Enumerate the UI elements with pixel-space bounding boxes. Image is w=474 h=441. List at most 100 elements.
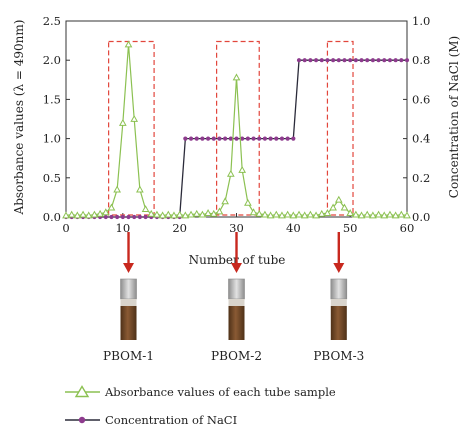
series-absorbance-point <box>329 203 337 211</box>
series-absorbance-point <box>346 209 355 216</box>
series-nacl-point <box>274 136 279 141</box>
series-nacl-point <box>245 136 250 141</box>
tube-neck <box>330 299 347 306</box>
series-absorbance-point <box>67 210 76 218</box>
series-absorbance-point <box>124 40 133 48</box>
y-left-tick-label: 0.5 <box>43 171 61 185</box>
series-nacl-point <box>376 58 381 63</box>
series-nacl-point <box>353 58 358 63</box>
sample-label: PBOM-1 <box>103 349 154 363</box>
series-absorbance-point <box>244 198 252 206</box>
series-nacl-point <box>109 214 114 220</box>
series-nacl-point <box>268 136 273 141</box>
series-nacl-point <box>291 136 296 141</box>
series-nacl-point <box>251 136 256 141</box>
series-nacl-point <box>279 136 285 141</box>
x-tick-label: 50 <box>343 221 358 235</box>
series-absorbance-point <box>386 210 394 218</box>
series-nacl-point <box>331 58 336 63</box>
series-nacl-point <box>342 58 347 63</box>
series-absorbance-point <box>79 210 87 218</box>
series-absorbance-point <box>96 209 104 217</box>
series-nacl-point <box>348 58 353 63</box>
series-absorbance-point <box>141 205 150 213</box>
series-nacl-point <box>132 214 137 220</box>
x-tick-label: 10 <box>116 221 131 235</box>
series-absorbance-point <box>107 203 116 211</box>
series-absorbance-point <box>249 208 258 216</box>
tube-liquid <box>228 306 245 340</box>
series-absorbance-point <box>198 210 207 218</box>
series-absorbance-point <box>369 211 377 219</box>
sample-3: PBOM-3 <box>313 232 364 363</box>
series-nacl-point <box>285 136 290 141</box>
sample-arrow-head <box>123 263 135 273</box>
series-absorbance-point <box>226 169 235 177</box>
x-tick-label: 30 <box>229 221 244 235</box>
series-absorbance-point <box>136 185 144 193</box>
series-absorbance-point <box>312 211 320 219</box>
y-left-tick-label: 0.0 <box>43 210 61 224</box>
series-nacl-point <box>228 136 233 141</box>
y-left-tick-label: 1.0 <box>43 132 61 146</box>
x-tick-label: 40 <box>286 221 301 235</box>
sample-label: PBOM-3 <box>313 349 364 363</box>
tube-cap <box>330 278 348 300</box>
series-nacl-point <box>387 58 393 63</box>
y-left-tick-label: 2.0 <box>43 53 61 67</box>
series-absorbance-point <box>90 210 99 218</box>
series-nacl-point <box>296 58 302 63</box>
series-absorbance-point <box>391 211 400 219</box>
sample-label: PBOM-2 <box>211 349 262 363</box>
series-nacl-point <box>143 214 148 220</box>
series-absorbance-point <box>164 210 173 218</box>
series-absorbance-point <box>175 210 184 218</box>
series-absorbance-point <box>266 211 275 219</box>
series-absorbance-point <box>334 195 343 203</box>
y-left-tick-label: 2.5 <box>43 14 61 28</box>
series-absorbance-point <box>187 210 195 218</box>
series-nacl-point <box>240 136 245 141</box>
series-nacl-point <box>399 58 404 63</box>
legend-marker-absorbance <box>65 385 100 398</box>
series-absorbance-point <box>130 114 139 122</box>
legend-label-nacl: Concentration of NaCI <box>105 413 237 427</box>
legend-label-absorbance: Absorbance values of each tube sample <box>104 385 336 399</box>
y-right-tick-label: 0.8 <box>412 53 430 67</box>
x-tick-label: 20 <box>172 221 187 235</box>
series-absorbance-point <box>380 211 389 219</box>
series-absorbance-point <box>300 211 309 219</box>
series-absorbance-point <box>158 211 167 219</box>
series-nacl-point <box>382 58 387 63</box>
series-absorbance-point <box>357 211 366 219</box>
series-absorbance-point <box>397 210 406 218</box>
series-absorbance-point <box>374 210 383 218</box>
sample-2: PBOM-2 <box>211 232 262 363</box>
series-absorbance-point <box>62 211 70 219</box>
y-right-tick-label: 0.0 <box>412 210 430 224</box>
tube-cap <box>120 278 137 300</box>
series-nacl-point <box>103 214 108 220</box>
series-absorbance-point <box>101 208 110 216</box>
series-absorbance-point <box>283 210 292 218</box>
series-absorbance-point <box>204 209 212 216</box>
y-axis-right-label: Concentration of NaCl (M) <box>447 36 461 198</box>
legend: Absorbance values of each tube sample Co… <box>65 385 336 427</box>
series-nacl-point <box>308 58 313 63</box>
y-right-tick-label: 0.4 <box>412 132 430 146</box>
series-absorbance-point <box>113 185 121 193</box>
series-nacl-point <box>211 136 216 141</box>
series-absorbance-point <box>215 207 224 215</box>
series-nacl-point <box>262 136 268 141</box>
series-absorbance-point <box>317 209 326 217</box>
series-nacl-point <box>336 58 341 63</box>
series-absorbance-point <box>363 210 372 218</box>
series-absorbance-point <box>221 197 229 205</box>
series-absorbance-point <box>192 209 201 217</box>
series-absorbance-point <box>238 165 247 173</box>
sample-arrow-head <box>231 263 242 273</box>
sample-tubes: PBOM-1 PBOM-2 PBOM-3 <box>103 232 364 363</box>
series-nacl-point <box>183 136 188 141</box>
series-nacl-point <box>313 58 319 63</box>
